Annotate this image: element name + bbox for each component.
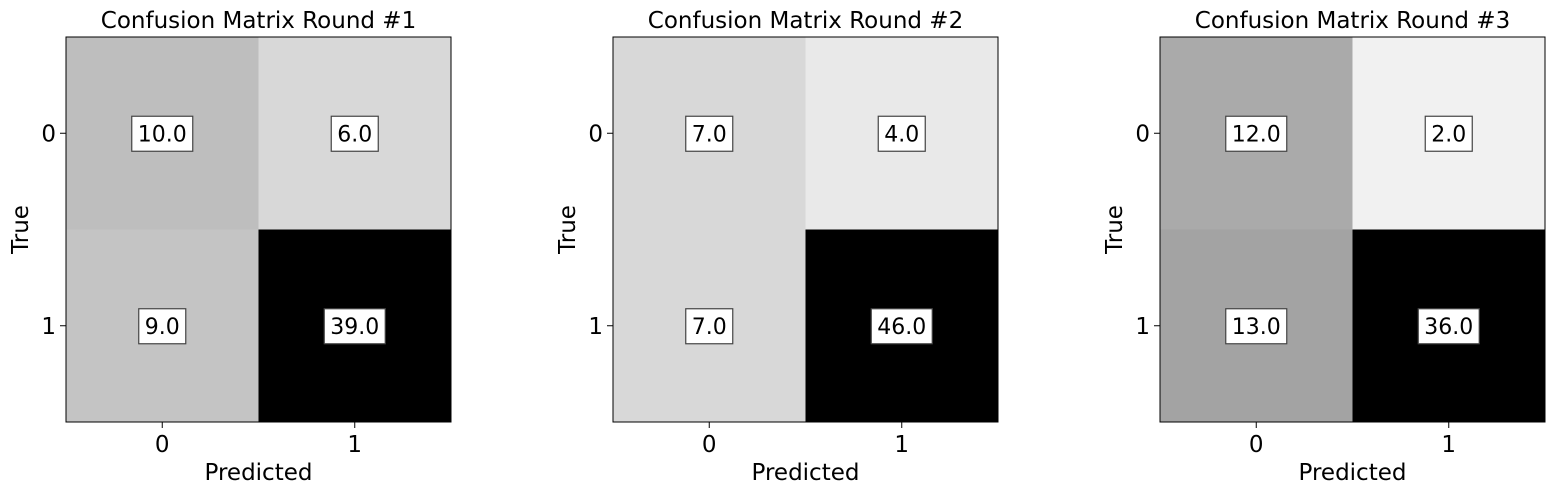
plot-frame	[1159, 36, 1546, 423]
cell-value-label: 10.0	[138, 122, 187, 147]
cell-value-label: 2.0	[1431, 122, 1466, 147]
cell-value-label: 13.0	[1232, 315, 1281, 340]
cell-value-label: 46.0	[877, 315, 926, 340]
y-tick-label: 1	[41, 314, 56, 340]
confusion-matrix-panel-1: 10.0 6.0 9.0 39.0 0 1 0 1 Confusion Matrix Round…	[8, 8, 452, 486]
y-tick-label: 0	[588, 121, 603, 147]
cell-value-label: 9.0	[145, 315, 180, 340]
cell-value-box	[323, 308, 386, 345]
x-tick-label: 1	[347, 432, 362, 458]
confusion-matrix-panel-2: 7.0 4.0 7.0 46.0 0 1 0 1 Confusion Matrix Round …	[555, 8, 999, 486]
y-axis-label: True	[1102, 205, 1128, 255]
x-tick-label: 1	[1441, 432, 1456, 458]
cell-value-box	[131, 115, 194, 152]
y-tick-label: 1	[588, 314, 603, 340]
x-axis-label: Predicted	[1299, 460, 1407, 486]
cell-value-label: 39.0	[330, 315, 379, 340]
x-tick-label: 0	[155, 432, 170, 458]
cell-value-label: 7.0	[692, 122, 727, 147]
y-tick-label: 0	[1135, 121, 1150, 147]
cell-value-box	[685, 115, 734, 152]
y-tick-label: 0	[41, 121, 56, 147]
plot-frame	[65, 36, 452, 423]
cell-value-box	[1424, 115, 1473, 152]
x-axis-label: Predicted	[752, 460, 860, 486]
chart-title: Confusion Matrix Round #3	[1195, 8, 1510, 34]
cell-value-label: 4.0	[884, 122, 919, 147]
confusion-matrix-panel-3: 12.0 2.0 13.0 36.0 0 1 0 1 Confusion Matrix Roun…	[1102, 8, 1546, 486]
cell-value-label: 7.0	[692, 315, 727, 340]
cell-value-box	[330, 115, 379, 152]
y-axis-label: True	[555, 205, 581, 255]
cell-value-box	[1225, 115, 1288, 152]
cell-value-label: 36.0	[1424, 315, 1473, 340]
cell-value-box	[877, 115, 926, 152]
x-tick-label: 0	[702, 432, 717, 458]
cell-value-box	[138, 308, 187, 345]
chart-title: Confusion Matrix Round #1	[101, 8, 416, 34]
cell-value-box	[1417, 308, 1480, 345]
y-tick-label: 1	[1135, 314, 1150, 340]
cell-value-box	[870, 308, 933, 345]
y-axis-label: True	[8, 205, 34, 255]
cell-value-label: 6.0	[337, 122, 372, 147]
cell-value-box	[1225, 308, 1288, 345]
x-tick-label: 1	[894, 432, 909, 458]
x-tick-label: 0	[1249, 432, 1264, 458]
chart-title: Confusion Matrix Round #2	[648, 8, 963, 34]
x-axis-label: Predicted	[205, 460, 313, 486]
plot-frame	[612, 36, 999, 423]
cell-value-label: 12.0	[1232, 122, 1281, 147]
cell-value-box	[685, 308, 734, 345]
